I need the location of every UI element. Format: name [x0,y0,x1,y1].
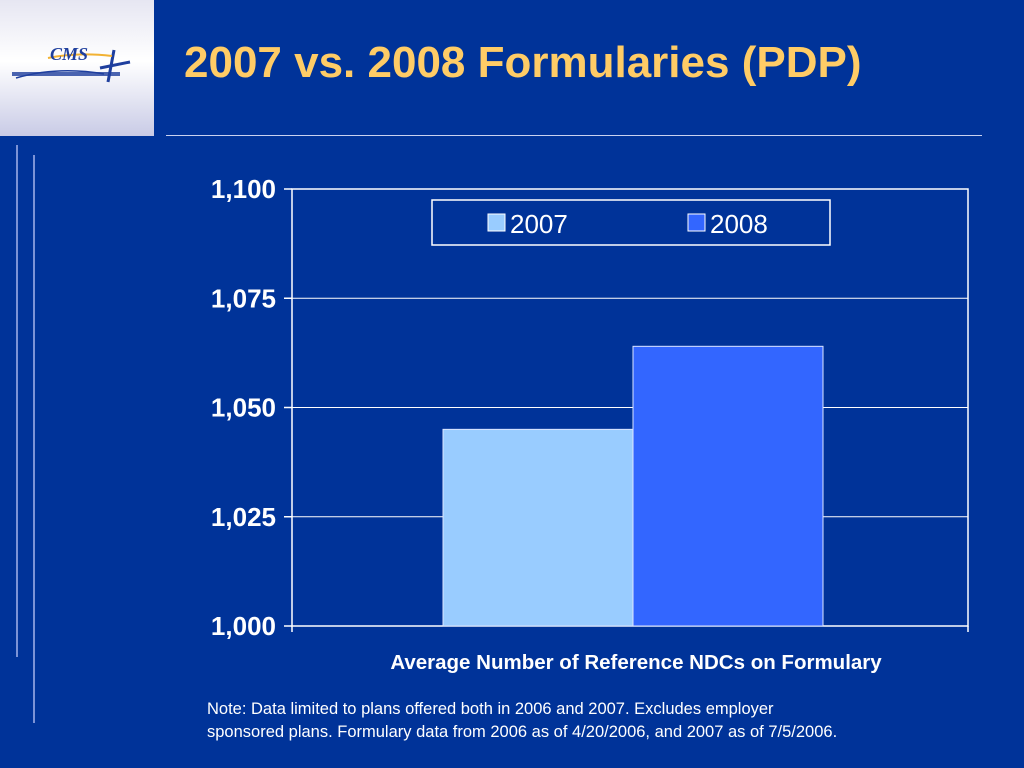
bar-2008 [632,345,824,627]
footnote-line-1: Note: Data limited to plans offered both… [207,700,774,718]
page-title: 2007 vs. 2008 Formularies (PDP) [184,38,862,87]
bar-2007 [442,428,634,627]
legend-label-2007: 2007 [510,209,568,239]
y-tick-label: 1,100 [211,174,276,204]
cms-logo-text: CMS [50,44,89,64]
x-axis-label: Average Number of Reference NDCs on Form… [390,651,882,674]
y-tick-label: 1,050 [211,393,276,423]
footnote: Note: Data limited to plans offered both… [207,698,1007,744]
y-tick-label: 1,025 [211,502,276,532]
decorative-line-left [16,145,18,657]
legend-swatch-2008 [687,213,706,232]
cms-logo: CMS [0,0,154,136]
y-tick-label: 1,075 [211,283,276,313]
legend-label-2008: 2008 [710,209,768,239]
title-divider [166,135,982,136]
cms-logo-mark [12,49,131,83]
legend-swatch-2007 [487,213,506,232]
y-tick-label: 1,000 [211,611,276,641]
decorative-line-right [33,155,35,723]
legend-box [431,199,831,246]
footnote-line-2: sponsored plans. Formulary data from 200… [207,723,838,741]
